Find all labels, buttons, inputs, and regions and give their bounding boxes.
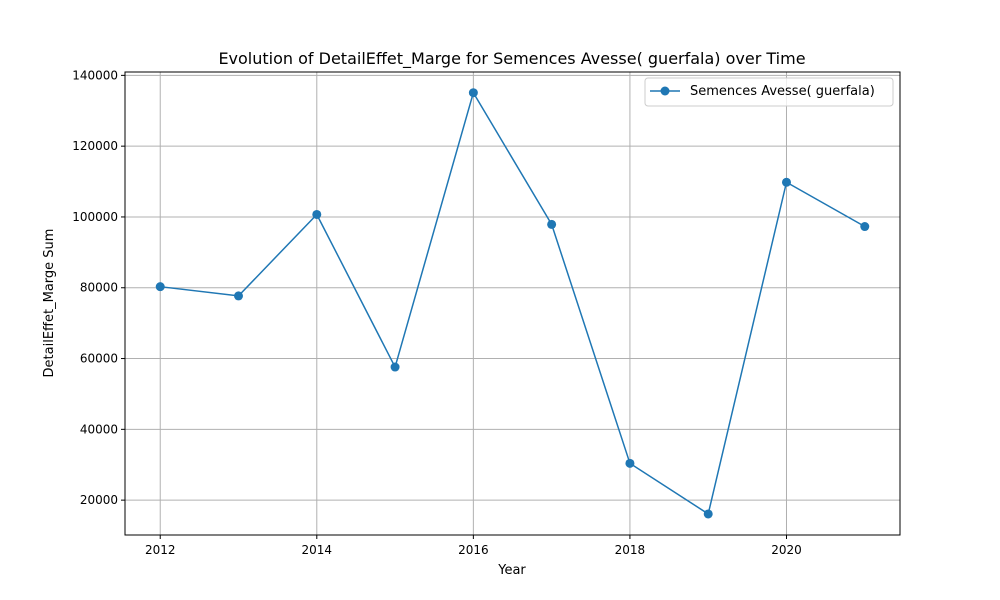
x-tick-label: 2014 — [302, 543, 333, 557]
data-point — [703, 509, 713, 519]
legend-label: Semences Avesse( guerfala) — [690, 84, 875, 99]
y-tick-label: 20000 — [80, 493, 118, 507]
legend-box — [644, 77, 894, 107]
data-point — [390, 362, 400, 372]
x-tick-label: 2012 — [145, 543, 176, 557]
y-tick-label: 60000 — [80, 352, 118, 366]
y-tick-label: 80000 — [80, 281, 118, 295]
y-axis-label: DetailEffet_Marge Sum — [42, 229, 57, 378]
chart-title: Evolution of DetailEffet_Marge for Semen… — [218, 49, 805, 69]
legend-point-marker — [660, 86, 670, 96]
y-tick-label: 140000 — [72, 68, 118, 82]
x-tick-label: 2018 — [615, 543, 646, 557]
y-tick-label: 100000 — [72, 210, 118, 224]
legend: Semences Avesse( guerfala) — [644, 77, 894, 107]
data-point — [234, 291, 244, 301]
plot-frame — [124, 71, 901, 536]
data-point — [312, 209, 322, 219]
data-point — [860, 222, 870, 232]
grid-lines — [125, 72, 900, 535]
data-point — [468, 88, 478, 98]
y-tick-label: 120000 — [72, 139, 118, 153]
data-point — [155, 282, 165, 292]
x-axis-label: Year — [497, 563, 526, 578]
x-tick-label: 2020 — [771, 543, 802, 557]
data-point — [547, 219, 557, 229]
data-point — [625, 458, 635, 468]
data-point — [781, 177, 791, 187]
y-tick-label: 40000 — [80, 422, 118, 436]
series-layer — [155, 88, 870, 519]
axis-ticks: 2012 2014 2016 2018 2020 20000 40000 60000 80000… — [72, 68, 802, 557]
x-tick-label: 2016 — [458, 543, 489, 557]
series-line — [160, 91, 866, 515]
